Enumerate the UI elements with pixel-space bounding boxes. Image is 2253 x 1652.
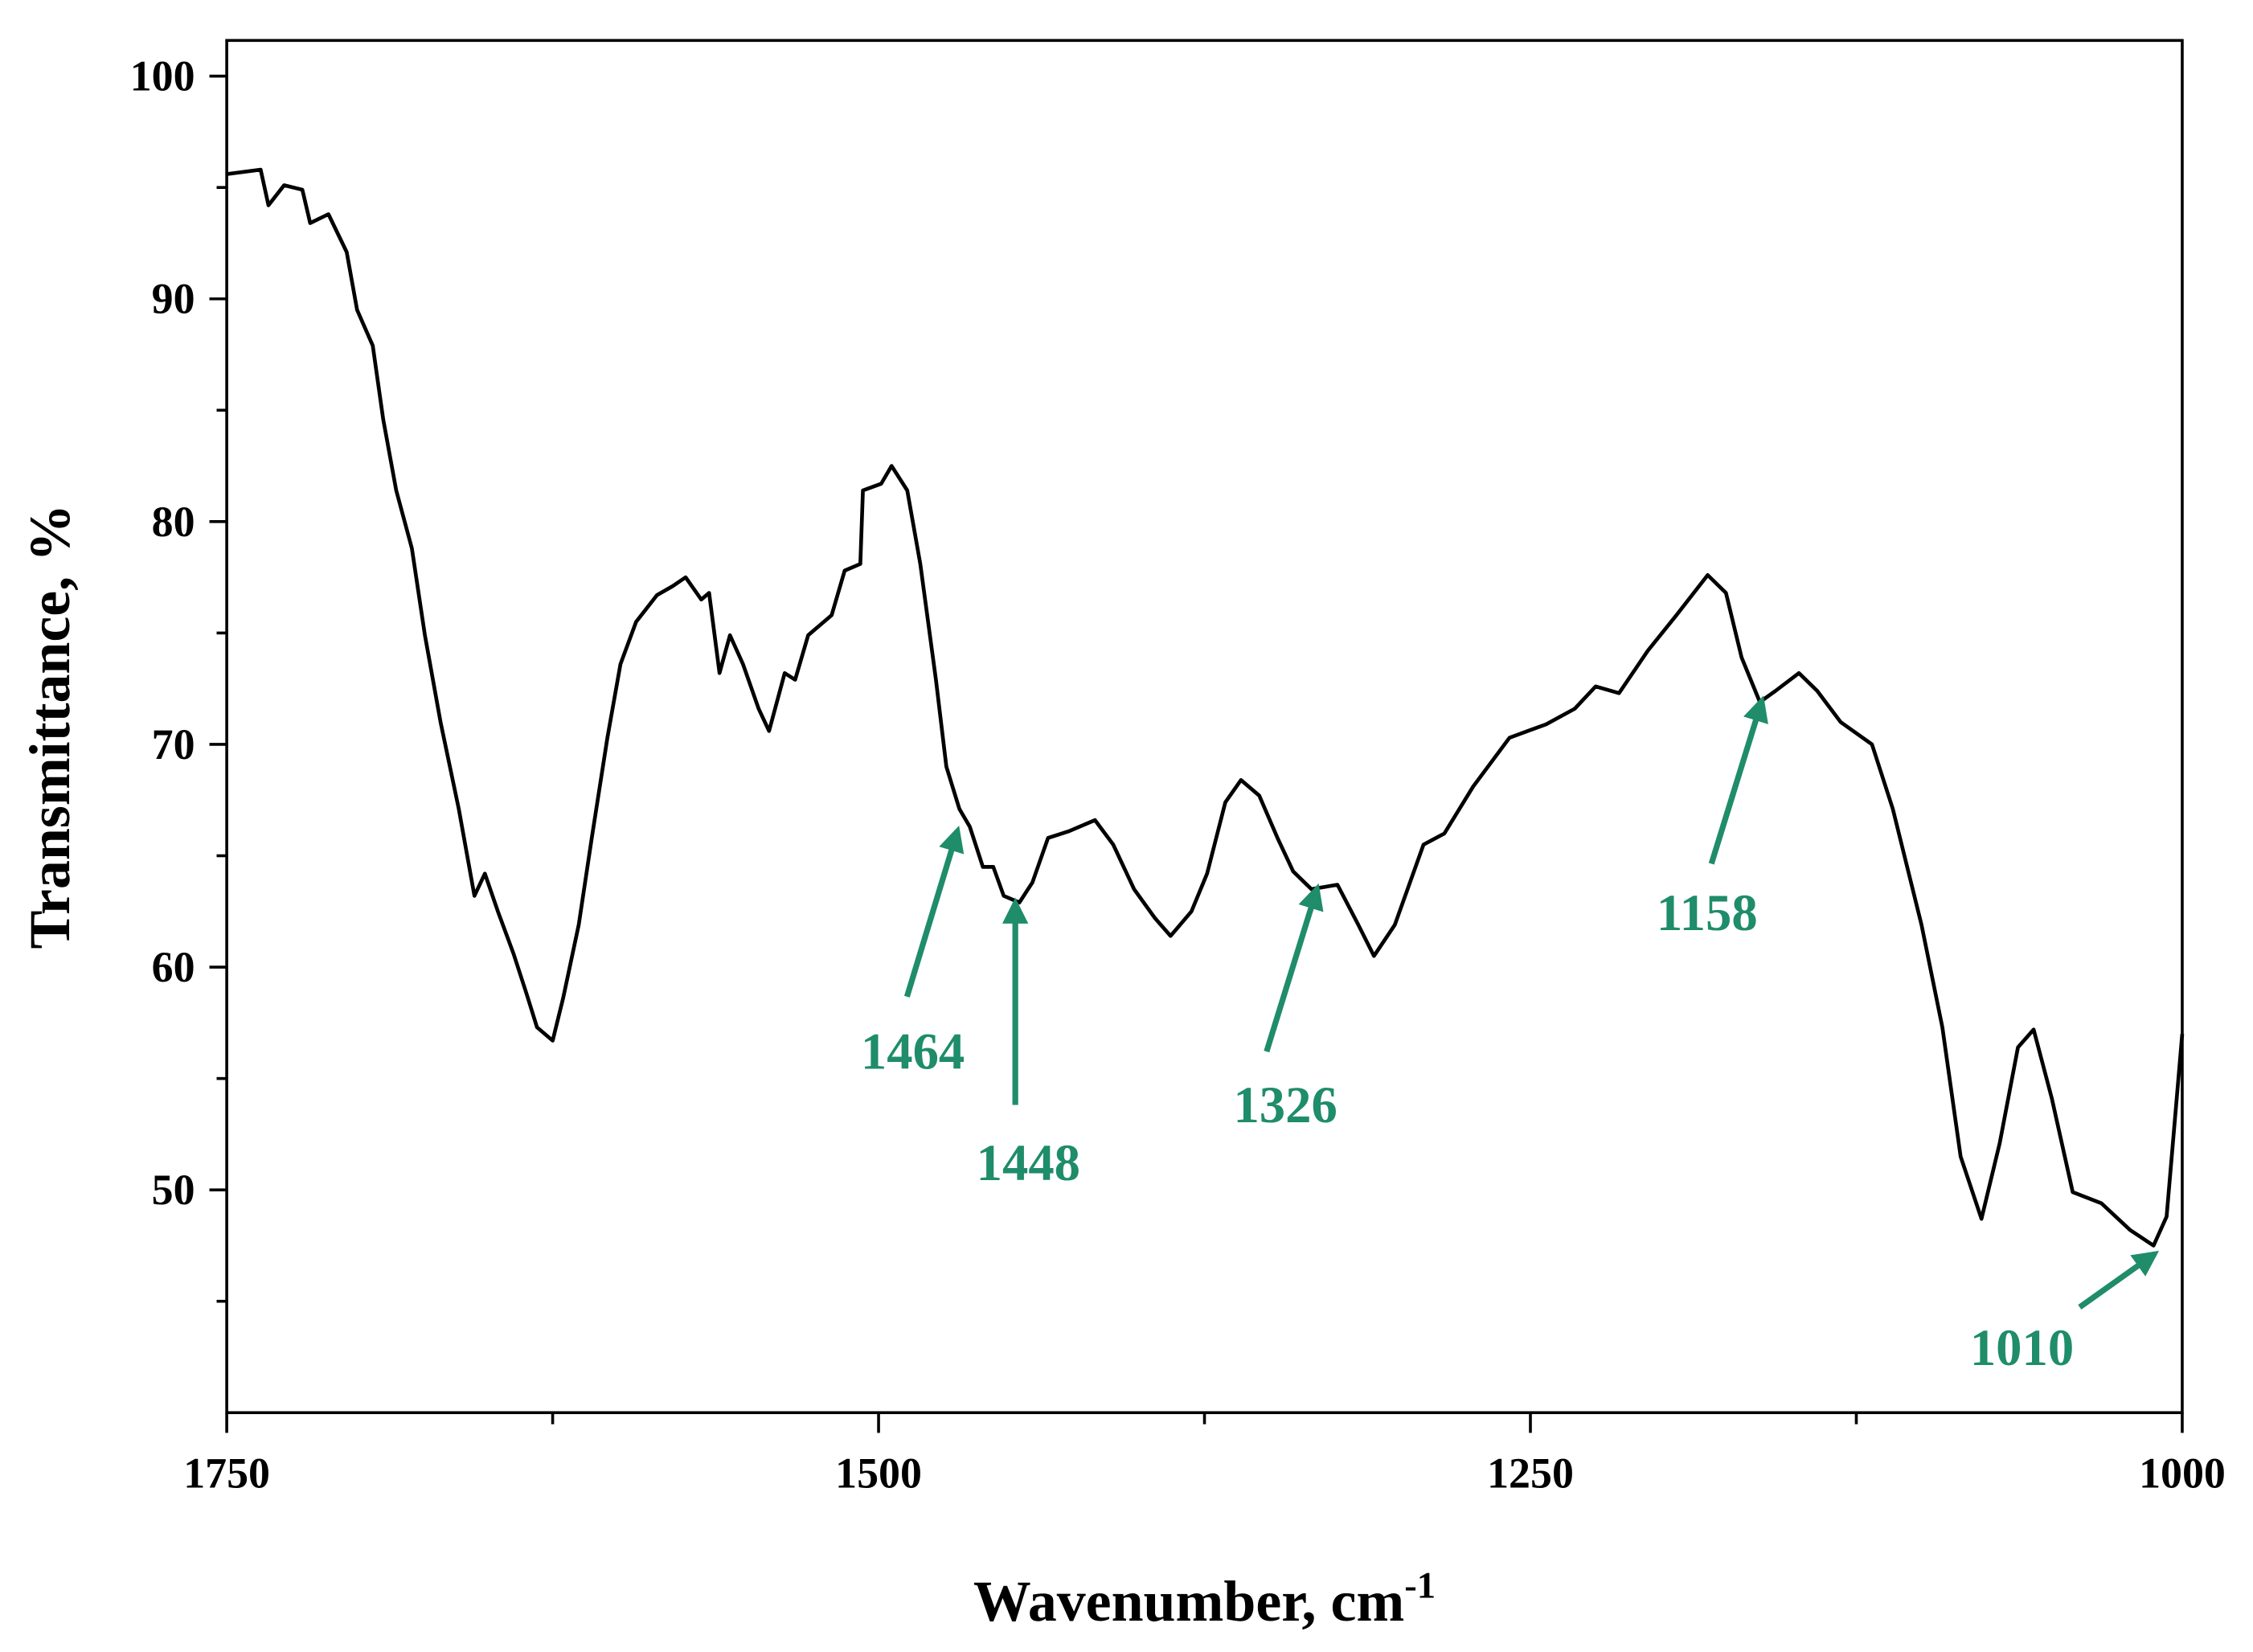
x-tick-label: 1000 bbox=[2139, 1449, 2226, 1498]
x-tick-label: 1750 bbox=[183, 1449, 270, 1498]
y-axis-title: Transmittance, % bbox=[18, 504, 82, 949]
x-tick-label: 1250 bbox=[1487, 1449, 1574, 1498]
annotation-arrow bbox=[1708, 695, 1768, 865]
spectrum-line bbox=[226, 167, 2185, 1248]
y-tick-label: 80 bbox=[152, 498, 195, 546]
plot-frame bbox=[225, 39, 2184, 1415]
annotation-label: 1158 bbox=[1657, 883, 1758, 941]
x-axis-title-text: Wavenumber, cm bbox=[973, 1569, 1404, 1634]
annotation-label: 1448 bbox=[977, 1133, 1080, 1191]
y-tick-label: 70 bbox=[152, 720, 195, 769]
y-tick-label: 60 bbox=[152, 943, 195, 991]
x-tick-label: 1500 bbox=[835, 1449, 922, 1498]
annotation-label: 1464 bbox=[861, 1023, 965, 1080]
x-axis-title: Wavenumber, cm-1 bbox=[973, 1564, 1436, 1634]
annotation-label: 1326 bbox=[1233, 1076, 1337, 1133]
annotation-label: 1010 bbox=[1970, 1318, 2074, 1376]
y-tick-label: 50 bbox=[152, 1166, 195, 1214]
y-tick-label: 90 bbox=[152, 275, 195, 323]
annotation-arrow bbox=[1264, 883, 1324, 1053]
x-axis-title-sup: -1 bbox=[1404, 1564, 1436, 1606]
annotation-arrow bbox=[903, 825, 965, 998]
annotation-arrow bbox=[2078, 1250, 2160, 1310]
y-tick-label: 100 bbox=[130, 52, 195, 100]
